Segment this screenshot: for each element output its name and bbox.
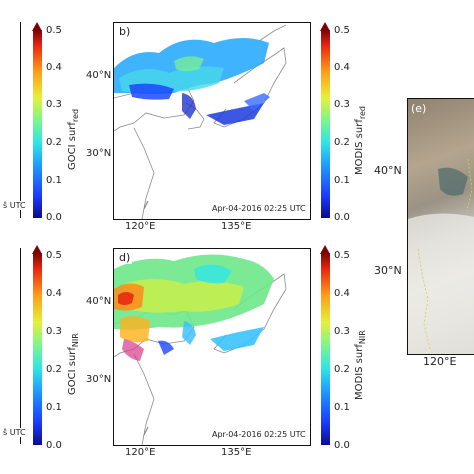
goci-red-colorbar-label: GOCI surfred: [67, 108, 80, 170]
panel-e-tag: (e): [411, 102, 427, 115]
panel-d-lon-135: 135°E: [221, 447, 252, 458]
panel-c-edge: [0, 248, 21, 444]
panel-e-lat-30: 30°N: [374, 264, 402, 277]
panel-b-lat-30: 30°N: [86, 148, 112, 159]
modis-red-colorbar-tip: [320, 22, 330, 31]
modis-nir-colorbar-label: MODIS surfNIR: [354, 330, 367, 400]
modis-nir-colorbar: [321, 253, 330, 445]
modis-red-colorbar-label: MODIS surfred: [354, 106, 367, 175]
goci-nir-colorbar-label: GOCI surfNIR: [67, 333, 80, 395]
panel-d-map-graphic: [114, 254, 287, 445]
panel-d-lat-40: 40°N: [86, 296, 112, 307]
panel-d-stamp: Apr-04-2016 02:25 UTC: [210, 430, 308, 439]
panel-b-map-graphic: [114, 24, 287, 219]
panel-c-stamp-partial: ŝ UTC: [1, 428, 28, 437]
goci-red-colorbar-tip: [32, 22, 42, 31]
panel-e-image-graphic: [408, 158, 474, 354]
panel-b-lon-120: 120°E: [125, 221, 156, 232]
panel-b-lon-135: 135°E: [221, 221, 252, 232]
panel-e-image: (e): [407, 98, 474, 355]
panel-b-tag: b): [117, 25, 133, 38]
panel-b-stamp: Apr-04-2016 02:25 UTC: [210, 204, 308, 213]
panel-b-lat-40: 40°N: [86, 70, 112, 81]
panel-d-lat-30: 30°N: [86, 374, 112, 385]
modis-red-colorbar: [321, 30, 330, 218]
goci-nir-colorbar: [33, 253, 42, 445]
goci-red-colorbar: [33, 30, 42, 218]
panel-b-map: b) Apr-04-2016 02:25 UTC: [113, 22, 311, 220]
panel-d-map: d) Apr-04-2016 02:25 UTC: [113, 248, 311, 446]
goci-nir-colorbar-tip: [32, 245, 42, 254]
panel-a-stamp-partial: ŝ UTC: [1, 201, 28, 210]
modis-nir-colorbar-tip: [320, 245, 330, 254]
panel-d-tag: d): [117, 251, 133, 264]
panel-e-lat-40: 40°N: [374, 164, 402, 177]
panel-e-lon-120: 120°E: [423, 355, 457, 368]
panel-d-lon-120: 120°E: [125, 447, 156, 458]
panel-a-edge: [0, 22, 21, 218]
